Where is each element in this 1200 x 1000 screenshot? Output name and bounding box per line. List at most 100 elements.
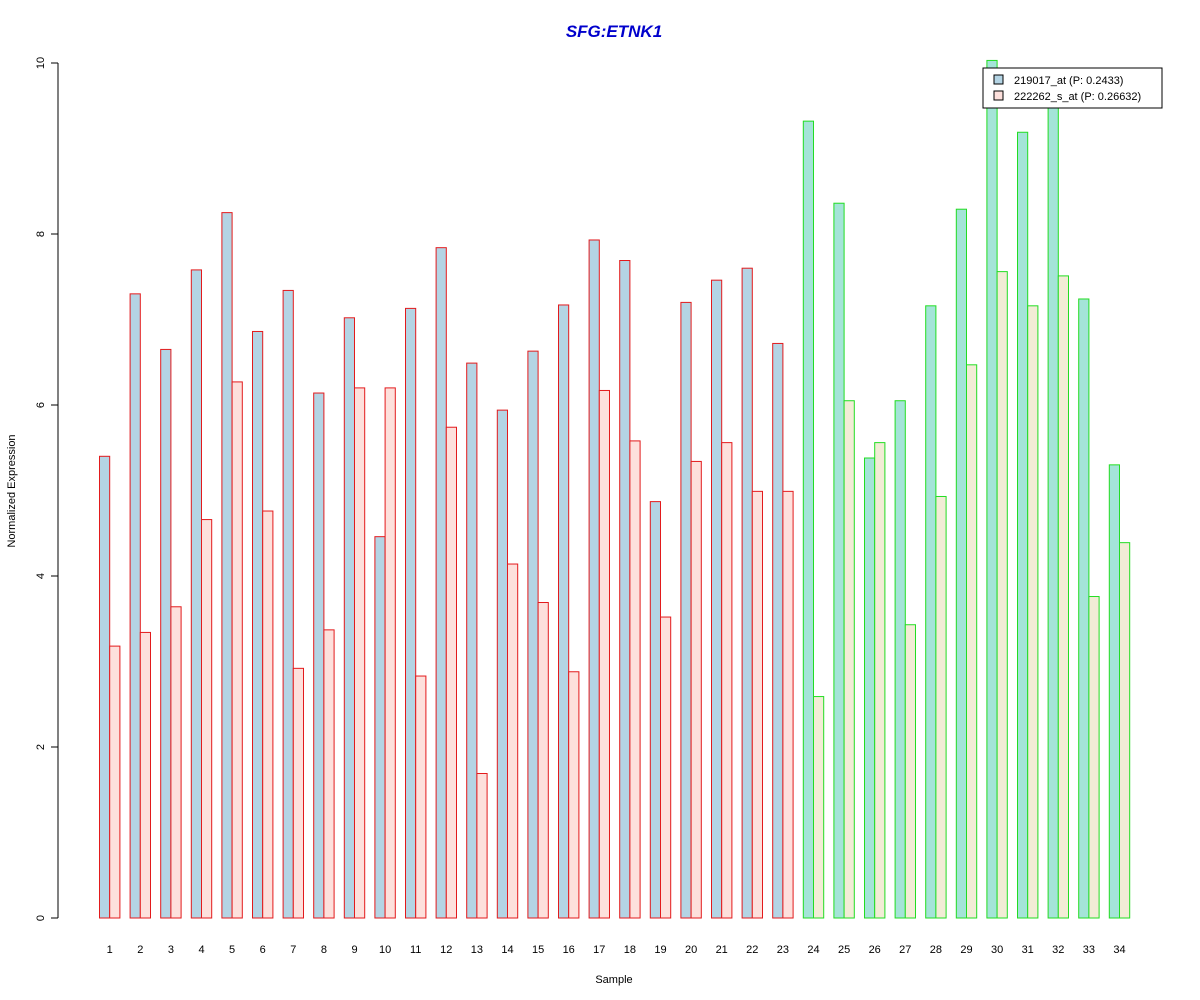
bar-222262-s-at bbox=[1057, 275, 1070, 919]
y-tick-label: 10 bbox=[35, 57, 47, 69]
bar-219017-at bbox=[619, 260, 631, 919]
bar-219017-at bbox=[99, 455, 111, 919]
bar-219017-at bbox=[864, 457, 876, 919]
x-tick-label: 15 bbox=[532, 944, 544, 956]
x-tick-label: 33 bbox=[1083, 944, 1095, 956]
y-tick-label: 6 bbox=[35, 402, 47, 408]
bar-222262-s-at bbox=[843, 400, 855, 919]
x-tick-label: 9 bbox=[351, 944, 357, 956]
legend: 219017_at (P: 0.2433) 222262_s_at (P: 0.… bbox=[982, 67, 1163, 109]
bar-219017-at bbox=[772, 342, 784, 919]
bar-222262-s-at bbox=[935, 495, 947, 919]
bar-219017-at bbox=[588, 239, 600, 919]
x-tick-label: 25 bbox=[838, 944, 850, 956]
x-tick-label: 2 bbox=[137, 944, 143, 956]
legend-label-222262-s-at: 222262_s_at (P: 0.26632) bbox=[1014, 91, 1141, 103]
bar-222262-s-at bbox=[323, 629, 335, 919]
bar-219017-at bbox=[1108, 464, 1121, 919]
x-tick-label: 20 bbox=[685, 944, 697, 956]
y-tick-label: 8 bbox=[35, 231, 47, 237]
bar-222262-s-at bbox=[751, 490, 763, 919]
x-tick-label: 5 bbox=[229, 944, 235, 956]
bar-219017-at bbox=[466, 362, 478, 919]
bar-219017-at bbox=[986, 59, 998, 919]
x-tick-label: 22 bbox=[746, 944, 758, 956]
x-tick-label: 28 bbox=[930, 944, 942, 956]
legend-box bbox=[982, 67, 1163, 109]
x-tick-label: 13 bbox=[471, 944, 483, 956]
bar-219017-at bbox=[833, 202, 845, 919]
x-tick-label: 19 bbox=[654, 944, 666, 956]
bar-219017-at bbox=[160, 348, 172, 919]
y-tick-label: 2 bbox=[35, 744, 47, 750]
bar-222262-s-at bbox=[292, 667, 304, 919]
bar-219017-at bbox=[649, 501, 661, 919]
bar-219017-at bbox=[129, 293, 141, 919]
bar-219017-at bbox=[1078, 298, 1090, 919]
y-axis-label: Normalized Expression bbox=[6, 434, 18, 547]
x-tick-label: 6 bbox=[260, 944, 266, 956]
bar-219017-at bbox=[435, 247, 447, 919]
bar-222262-s-at bbox=[170, 606, 182, 919]
bar-219017-at bbox=[190, 269, 203, 919]
bar-222262-s-at bbox=[507, 563, 519, 919]
bar-219017-at bbox=[282, 289, 294, 919]
x-tick-label: 1 bbox=[107, 944, 113, 956]
legend-label-219017-at: 219017_at (P: 0.2433) bbox=[1014, 75, 1123, 87]
x-tick-label: 31 bbox=[1022, 944, 1034, 956]
bar-222262-s-at bbox=[1027, 305, 1039, 919]
bar-219017-at bbox=[955, 208, 967, 919]
bar-219017-at bbox=[741, 267, 753, 919]
bar-219017-at bbox=[925, 305, 937, 919]
bar-222262-s-at bbox=[721, 442, 733, 919]
bar-219017-at bbox=[496, 409, 508, 919]
x-tick-label: 30 bbox=[991, 944, 1003, 956]
x-tick-label: 17 bbox=[593, 944, 605, 956]
bar-219017-at bbox=[802, 120, 814, 919]
x-tick-label: 34 bbox=[1113, 944, 1125, 956]
bar-219017-at bbox=[374, 536, 386, 919]
x-tick-label: 23 bbox=[777, 944, 789, 956]
bars-layer bbox=[99, 59, 1131, 919]
x-axis-tick-labels: 1 2 3 4 5 6 7 8 9 10 11 12 13 14 15 16 17 18 19 20 21 22 23 24 2… bbox=[107, 944, 1126, 956]
bar-222262-s-at bbox=[354, 387, 366, 919]
bar-219017-at bbox=[405, 307, 417, 919]
x-axis-label: Sample bbox=[595, 974, 632, 986]
bar-222262-s-at bbox=[690, 460, 702, 919]
x-tick-label: 3 bbox=[168, 944, 174, 956]
bar-222262-s-at bbox=[1119, 542, 1131, 919]
x-tick-label: 24 bbox=[807, 944, 819, 956]
bar-222262-s-at bbox=[109, 645, 121, 919]
bar-219017-at bbox=[343, 317, 355, 919]
x-tick-label: 4 bbox=[198, 944, 204, 956]
y-tick-label: 4 bbox=[35, 573, 47, 579]
x-tick-label: 8 bbox=[321, 944, 327, 956]
x-tick-label: 10 bbox=[379, 944, 391, 956]
bar-219017-at bbox=[558, 304, 570, 919]
x-tick-label: 12 bbox=[440, 944, 452, 956]
bar-219017-at bbox=[221, 212, 233, 919]
bar-222262-s-at bbox=[813, 696, 825, 919]
y-tick-label: 0 bbox=[35, 915, 47, 921]
bar-219017-at bbox=[680, 301, 692, 919]
legend-swatch-222262-s-at bbox=[993, 90, 1004, 101]
bar-219017-at bbox=[1017, 131, 1029, 919]
bar-222262-s-at bbox=[996, 271, 1008, 919]
x-tick-label: 7 bbox=[290, 944, 296, 956]
bar-222262-s-at bbox=[415, 675, 427, 919]
bar-222262-s-at bbox=[476, 773, 488, 919]
bar-219017-at bbox=[252, 330, 264, 919]
y-axis: 0 2 4 6 8 10 bbox=[35, 57, 58, 921]
x-tick-label: 27 bbox=[899, 944, 911, 956]
legend-swatch-219017-at bbox=[993, 74, 1004, 85]
chart-title: SFG:ETNK1 bbox=[566, 22, 662, 41]
bar-219017-at bbox=[527, 350, 539, 919]
bar-222262-s-at bbox=[568, 671, 580, 919]
bar-219017-at bbox=[313, 392, 325, 919]
bar-222262-s-at bbox=[445, 426, 457, 919]
bar-222262-s-at bbox=[384, 387, 396, 919]
bar-222262-s-at bbox=[629, 440, 641, 919]
bar-222262-s-at bbox=[966, 364, 978, 919]
x-tick-label: 21 bbox=[716, 944, 728, 956]
